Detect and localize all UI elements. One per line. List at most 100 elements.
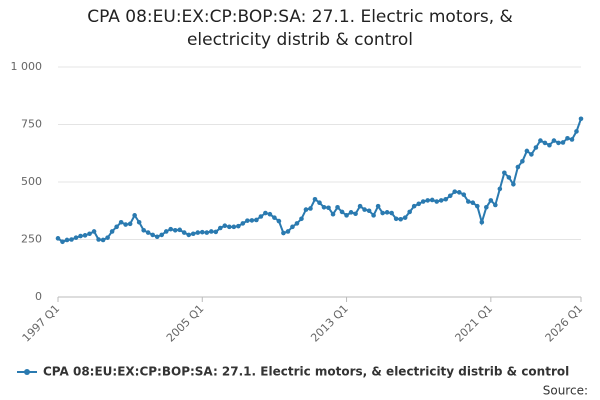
- point: [407, 209, 412, 215]
- point: [267, 211, 273, 217]
- point: [520, 159, 525, 164]
- point: [506, 175, 512, 180]
- point: [362, 207, 367, 212]
- point: [479, 219, 485, 225]
- point: [208, 229, 214, 234]
- point: [127, 221, 133, 227]
- point: [290, 224, 295, 230]
- point: [114, 224, 119, 230]
- point: [213, 229, 219, 235]
- point: [231, 224, 237, 230]
- point: [123, 222, 128, 227]
- point: [425, 198, 431, 203]
- point: [312, 196, 318, 202]
- x-tick-label: 2005 Q1: [164, 302, 207, 345]
- point: [524, 148, 530, 154]
- point: [236, 223, 241, 229]
- point: [488, 198, 494, 203]
- point: [393, 216, 399, 222]
- point: [366, 208, 372, 214]
- y-tick-label: 500: [21, 175, 42, 188]
- point: [96, 237, 101, 242]
- point: [565, 136, 570, 141]
- point: [484, 205, 489, 210]
- point: [475, 203, 480, 209]
- point: [105, 235, 110, 240]
- point: [145, 230, 151, 235]
- point: [465, 199, 471, 204]
- point: [556, 140, 561, 146]
- point: [344, 213, 349, 218]
- point: [461, 192, 467, 197]
- point: [199, 229, 205, 235]
- point: [389, 210, 394, 216]
- point: [371, 213, 376, 218]
- point: [299, 216, 304, 222]
- point: [560, 140, 566, 145]
- point: [375, 203, 381, 209]
- point: [69, 237, 74, 242]
- point: [317, 200, 322, 205]
- point: [353, 211, 358, 217]
- x-tick-label: 2013 Q1: [308, 302, 351, 345]
- source: Source:: [543, 384, 588, 398]
- point: [272, 215, 277, 220]
- y-tick-label: 0: [35, 290, 42, 303]
- point: [497, 186, 503, 192]
- point: [177, 227, 183, 233]
- point: [384, 210, 390, 215]
- x-tick-label: 2026 Q1: [543, 302, 586, 345]
- point: [218, 225, 223, 231]
- point: [91, 229, 97, 234]
- point: [515, 164, 521, 170]
- point: [303, 207, 309, 212]
- point: [245, 218, 250, 223]
- point: [326, 205, 331, 211]
- point: [87, 231, 92, 237]
- point: [357, 203, 363, 209]
- point: [263, 210, 268, 216]
- point: [276, 218, 282, 224]
- point: [447, 193, 453, 199]
- point: [294, 221, 300, 226]
- line: [57, 118, 582, 243]
- x-tick-label: 1997 Q1: [20, 302, 63, 345]
- legend-marker: [24, 369, 30, 375]
- point: [60, 239, 65, 245]
- point: [547, 142, 552, 148]
- point: [55, 236, 61, 241]
- point: [429, 197, 435, 203]
- point: [443, 196, 449, 202]
- point: [281, 230, 286, 236]
- y-tick-label: 250: [21, 233, 42, 246]
- y-tick-label: 1 000: [11, 60, 43, 73]
- point: [470, 200, 476, 205]
- point: [227, 224, 232, 230]
- point: [118, 219, 124, 225]
- point: [186, 232, 192, 238]
- point: [574, 129, 579, 134]
- point: [254, 217, 259, 223]
- point: [285, 229, 291, 234]
- point: [529, 152, 534, 157]
- point: [64, 237, 70, 243]
- point: [132, 213, 137, 218]
- point: [380, 210, 385, 216]
- point: [533, 145, 539, 150]
- point: [78, 233, 83, 239]
- point: [249, 218, 255, 223]
- point: [109, 229, 115, 234]
- point: [339, 209, 345, 215]
- point: [438, 198, 444, 203]
- y-tick-label: 750: [21, 118, 42, 131]
- point: [330, 211, 336, 217]
- point: [578, 116, 584, 122]
- point: [321, 205, 327, 210]
- point: [168, 226, 174, 232]
- legend-label: CPA 08:EU:EX:CP:BOP:SA: 27.1. Electric m…: [43, 365, 569, 379]
- point: [538, 138, 543, 143]
- point: [452, 189, 458, 194]
- point: [416, 201, 421, 207]
- point: [420, 199, 426, 204]
- point: [542, 140, 548, 146]
